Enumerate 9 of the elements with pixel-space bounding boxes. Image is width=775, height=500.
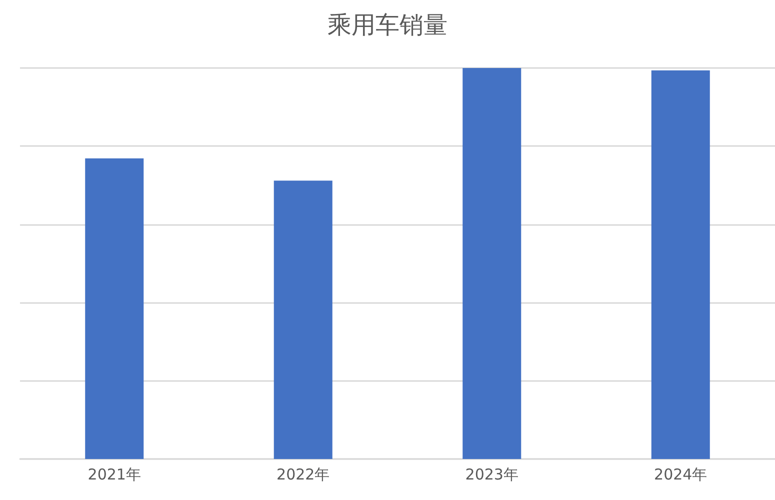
bar — [462, 68, 522, 459]
x-tick-label: 2023年 — [465, 466, 518, 484]
x-tick-label: 2022年 — [276, 466, 330, 484]
bar — [651, 70, 710, 459]
x-tick-label: 2024年 — [654, 466, 708, 484]
bar — [85, 158, 144, 459]
x-tick-label: 2021年 — [88, 466, 141, 484]
chart-title: 乘用车销量 — [328, 11, 448, 39]
bar — [274, 180, 332, 459]
